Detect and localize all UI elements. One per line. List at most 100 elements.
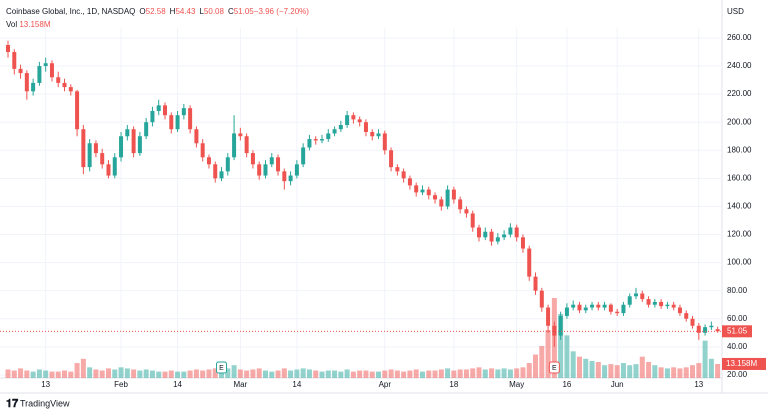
volume-bar — [30, 371, 36, 378]
volume-bar — [526, 363, 532, 378]
x-tick-label: 14 — [292, 380, 301, 389]
candle-body — [338, 125, 343, 130]
candle-body — [294, 164, 299, 176]
volume-bar — [313, 370, 319, 378]
candle-body — [68, 87, 73, 92]
legend-key: O — [139, 7, 145, 16]
volume-bar — [620, 363, 626, 378]
candle-body — [163, 105, 167, 116]
candle-body — [690, 318, 695, 326]
volume-bar — [68, 371, 74, 378]
candle-body — [646, 299, 651, 305]
candle-body — [150, 110, 155, 123]
y-tick-label: 180.00 — [727, 145, 752, 154]
candle-body — [439, 199, 444, 207]
candle-body — [539, 290, 544, 308]
candle-body — [93, 143, 98, 154]
legend-value: 54.43 — [175, 7, 196, 16]
candle-body — [489, 231, 494, 242]
volume-bar — [401, 371, 407, 378]
legend-value: 50.08 — [204, 7, 225, 16]
volume-bar — [583, 358, 589, 378]
candle-body — [194, 129, 199, 144]
candle-body — [169, 115, 174, 130]
candle-body — [49, 63, 54, 78]
candle-body — [445, 189, 450, 207]
volume-bar — [432, 370, 438, 378]
volume-bar — [74, 363, 80, 378]
candle-body — [244, 136, 249, 154]
candle-body — [288, 175, 293, 182]
candle-body — [703, 327, 708, 333]
volume-bar — [338, 371, 344, 378]
candle-body — [395, 167, 400, 172]
y-tick-label: 140.00 — [727, 202, 752, 211]
candle-body — [175, 115, 180, 130]
candle-body — [75, 91, 80, 130]
volume-bar — [602, 365, 608, 378]
volume-bar — [250, 369, 256, 378]
candle-body — [477, 227, 481, 238]
candle-body — [87, 143, 92, 168]
candle-body — [24, 73, 29, 92]
volume-bar — [388, 369, 394, 378]
volume-bar — [80, 358, 86, 378]
volume-bar — [394, 370, 400, 378]
candle-body — [181, 108, 186, 116]
volume-bar — [715, 363, 721, 378]
volume-bar — [5, 369, 11, 378]
volume-bar — [231, 365, 237, 378]
volume-bar — [24, 370, 30, 378]
candle-body — [363, 122, 368, 133]
candle-body — [715, 329, 720, 332]
volume-bar — [300, 368, 306, 378]
volume-bar — [62, 370, 68, 378]
x-tick-label: 13 — [41, 380, 50, 389]
candle-body — [527, 248, 532, 277]
y-tick-label: 160.00 — [727, 173, 752, 182]
candle-body — [376, 133, 381, 137]
x-tick-label: Jun — [611, 380, 624, 389]
candle-body — [106, 164, 111, 176]
candle-body — [552, 325, 557, 336]
candle-body — [112, 157, 117, 176]
volume-bar — [112, 369, 118, 378]
volume-bar — [407, 370, 413, 378]
volume-bar — [288, 370, 294, 378]
candle-body — [313, 139, 318, 141]
volume-bar — [156, 371, 162, 378]
currency: USD — [727, 7, 744, 16]
candle-body — [200, 143, 205, 158]
volume-bar — [652, 365, 658, 378]
volume-bar — [376, 371, 382, 378]
legend-value: 52.58 — [146, 7, 167, 16]
x-tick-label: 13 — [694, 380, 703, 389]
volume-bar — [614, 365, 620, 378]
volume-bar — [18, 368, 24, 378]
y-tick-label: 60.00 — [727, 314, 748, 323]
candle-body — [458, 199, 463, 210]
candle-body — [583, 307, 588, 311]
volume-bar — [677, 368, 683, 378]
legend-value: −3.96 (−7.20%) — [254, 7, 309, 16]
candle-body — [709, 325, 714, 328]
y-tick-label: 80.00 — [727, 286, 748, 295]
x-tick-label: 16 — [562, 380, 571, 389]
candle-body — [119, 136, 124, 158]
volume-bar — [181, 371, 187, 378]
volume-bar — [118, 367, 124, 378]
y-tick-label: 200.00 — [727, 117, 752, 126]
x-tick-label: May — [509, 380, 524, 389]
candle-body — [590, 304, 595, 308]
volume-bar — [200, 370, 206, 378]
volume-bar — [187, 370, 193, 378]
volume-bar — [350, 371, 356, 378]
volume-bar — [457, 369, 463, 378]
candle-body — [470, 213, 475, 228]
candle-body — [238, 133, 243, 137]
y-tick-label: 20.00 — [727, 370, 748, 379]
volume-bar — [99, 370, 105, 378]
volume-bar — [306, 369, 312, 378]
volume-bar — [696, 363, 702, 378]
